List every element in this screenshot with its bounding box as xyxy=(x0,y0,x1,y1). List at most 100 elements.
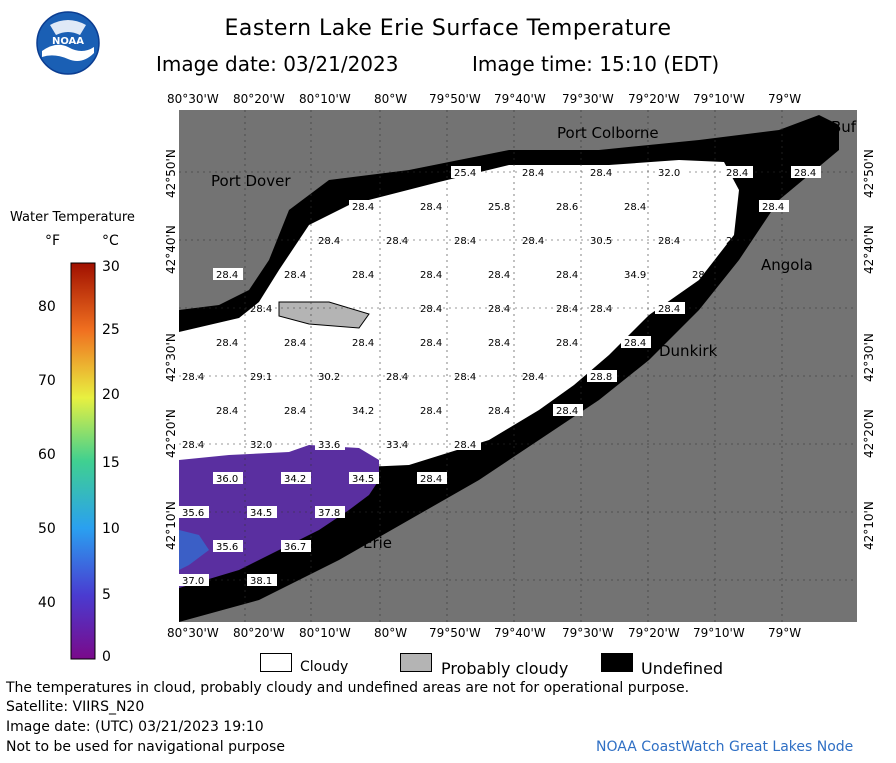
disclaimer: The temperatures in cloud, probably clou… xyxy=(6,680,690,696)
warm-water-edge xyxy=(179,530,209,570)
svg-text:34.2: 34.2 xyxy=(352,406,374,417)
svg-text:28.4: 28.4 xyxy=(284,270,306,281)
legend-tick-c: 10 xyxy=(102,521,120,537)
temp-label: 28.4 xyxy=(349,200,379,213)
credit: NOAA CoastWatch Great Lakes Node xyxy=(596,739,854,755)
lon-tick-top: 79°30'W xyxy=(562,92,614,106)
lat-tick-left: 42°50'N xyxy=(164,149,178,198)
legend-unit-c: °C xyxy=(102,233,119,249)
lon-tick-top: 80°20'W xyxy=(233,92,285,106)
temp-label: 28.4 xyxy=(182,440,204,451)
svg-text:28.4: 28.4 xyxy=(182,440,204,451)
navigation-warning: Not to be used for navigational purpose xyxy=(6,739,285,755)
lat-tick-left: 42°20'N xyxy=(164,409,178,458)
svg-text:28.4: 28.4 xyxy=(762,202,784,213)
legend-tick-c: 5 xyxy=(102,587,111,603)
svg-text:28.4: 28.4 xyxy=(454,440,476,451)
noaa-logo: NOAA xyxy=(36,11,100,75)
temp-label: 28.4 xyxy=(791,166,821,179)
lon-tick-top: 80°30'W xyxy=(167,92,219,106)
svg-text:28.4: 28.4 xyxy=(488,338,510,349)
lon-tick-bottom: 79°20'W xyxy=(628,626,680,640)
svg-text:28.4: 28.4 xyxy=(658,236,680,247)
svg-text:28.4: 28.4 xyxy=(454,236,476,247)
temp-label: 28.4 xyxy=(417,200,447,213)
temp-label: 32.0 xyxy=(250,440,272,451)
svg-text:28.4: 28.4 xyxy=(556,270,578,281)
temp-label: 28.6 xyxy=(556,202,578,213)
temp-label: 28.4 xyxy=(352,270,374,281)
lon-tick-top: 79°10'W xyxy=(693,92,745,106)
svg-text:28.4: 28.4 xyxy=(556,304,578,315)
temp-label: 28.4 xyxy=(451,438,481,451)
svg-text:28.4: 28.4 xyxy=(488,270,510,281)
svg-text:28.4: 28.4 xyxy=(556,406,578,417)
svg-text:28.4: 28.4 xyxy=(216,270,238,281)
svg-text:28.4: 28.4 xyxy=(624,202,646,213)
temp-label: 28.4 xyxy=(556,304,578,315)
lon-tick-top: 79°20'W xyxy=(628,92,680,106)
temp-label: 28.4 xyxy=(655,302,685,315)
svg-text:28.4: 28.4 xyxy=(216,406,238,417)
lon-tick-bottom: 80°W xyxy=(374,626,408,640)
temp-label: 28.4 xyxy=(488,406,510,417)
temp-label: 28.4 xyxy=(624,202,646,213)
place-dunkirk: Dunkirk xyxy=(659,342,718,360)
temp-label: 28.4 xyxy=(723,166,753,179)
probably-cloudy-label: Probably cloudy xyxy=(441,659,569,678)
place-erie: Erie xyxy=(363,534,392,552)
temp-label: 28.4 xyxy=(556,270,578,281)
utc-date: Image date: (UTC) 03/21/2023 19:10 xyxy=(6,719,264,735)
svg-text:28.4: 28.4 xyxy=(216,338,238,349)
temp-label: 28.4 xyxy=(553,404,583,417)
svg-text:37.8: 37.8 xyxy=(318,508,340,519)
page-title: Eastern Lake Erie Surface Temperature xyxy=(224,16,672,41)
temp-label: 35.6 xyxy=(179,506,209,519)
temp-label: 36.7 xyxy=(281,540,311,553)
lat-tick-right: 42°40'N xyxy=(862,225,876,274)
svg-text:28.8: 28.8 xyxy=(590,372,612,383)
temp-label: 37.0 xyxy=(179,574,209,587)
svg-text:34.5: 34.5 xyxy=(352,474,374,485)
svg-text:34.5: 34.5 xyxy=(250,508,272,519)
svg-text:28.4: 28.4 xyxy=(522,236,544,247)
place-port-dover: Port Dover xyxy=(211,172,291,190)
temp-label: 28.4 xyxy=(488,304,510,315)
temp-label: 28.4 xyxy=(488,270,510,281)
lon-tick-bottom: 79°W xyxy=(768,626,802,640)
temp-label: 28.4 xyxy=(182,372,204,383)
svg-text:30.5: 30.5 xyxy=(590,236,612,247)
lat-tick-right: 42°20'N xyxy=(862,409,876,458)
svg-text:28.4: 28.4 xyxy=(352,202,374,213)
lon-tick-top: 79°W xyxy=(768,92,802,106)
svg-text:33.6: 33.6 xyxy=(318,440,340,451)
legend-tick-c: 0 xyxy=(102,649,111,665)
temp-label: 28.4 xyxy=(420,338,442,349)
lat-tick-right: 42°30'N xyxy=(862,333,876,382)
svg-text:29.1: 29.1 xyxy=(250,372,272,383)
temp-label: 28.4 xyxy=(454,372,476,383)
legend-tick-c: 30 xyxy=(102,259,120,275)
temp-label: 34.2 xyxy=(281,472,311,485)
temp-label: 28.4 xyxy=(420,270,442,281)
svg-text:28.4: 28.4 xyxy=(182,372,204,383)
legend-tick-f: 60 xyxy=(38,447,56,463)
temp-label: 28.4 xyxy=(556,338,578,349)
temp-label: 28.8 xyxy=(587,370,617,383)
svg-text:28.4: 28.4 xyxy=(386,236,408,247)
lat-tick-right: 42°10'N xyxy=(862,501,876,550)
temp-label: 28.8 xyxy=(692,270,714,281)
legend-tick-c: 15 xyxy=(102,455,120,471)
svg-text:28.4: 28.4 xyxy=(420,406,442,417)
temp-label: 34.5 xyxy=(349,472,379,485)
legend-tick-f: 70 xyxy=(38,373,56,389)
svg-text:28.4: 28.4 xyxy=(726,236,748,247)
color-scale xyxy=(70,262,96,660)
temp-label: 28.4 xyxy=(318,236,340,247)
svg-text:34.2: 34.2 xyxy=(284,474,306,485)
svg-text:28.4: 28.4 xyxy=(726,168,748,179)
svg-text:28.4: 28.4 xyxy=(556,338,578,349)
temp-label: 28.4 xyxy=(587,166,617,179)
temp-label: 28.4 xyxy=(420,304,442,315)
logo-text: NOAA xyxy=(52,36,84,47)
